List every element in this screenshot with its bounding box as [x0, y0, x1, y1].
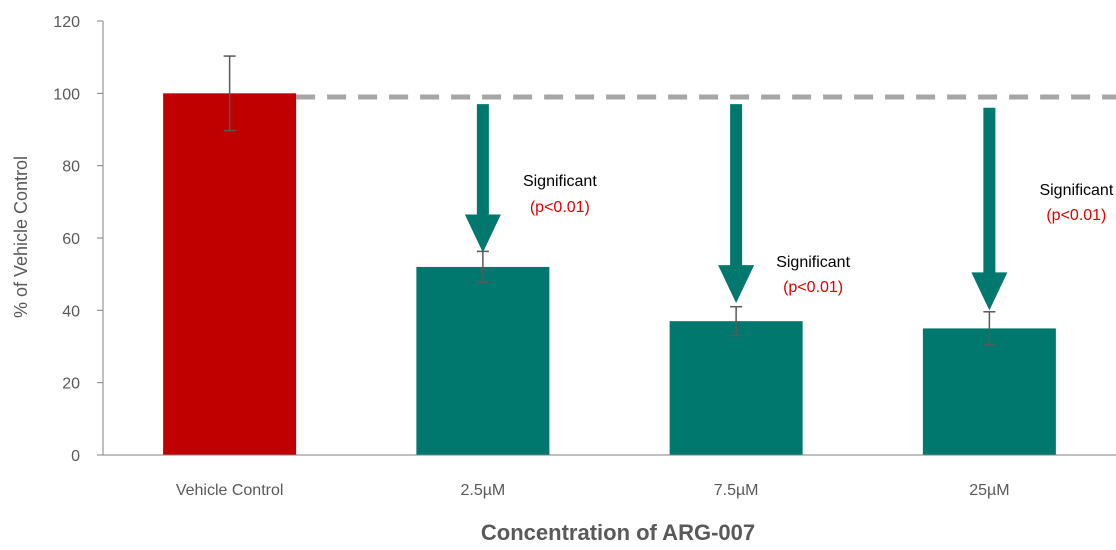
bar — [416, 266, 550, 455]
y-tick-label: 80 — [62, 159, 80, 176]
p-value-label: (p<0.01) — [783, 279, 843, 296]
y-tick-label: 40 — [62, 303, 80, 320]
significance-arrow — [464, 104, 501, 253]
axes-layer — [97, 20, 1116, 456]
labels-layer: 0 20 40 60 80 100 120 Vehicle Control 2.5µM 7.5µM… — [53, 14, 1114, 499]
y-tick-label: 20 — [62, 376, 80, 393]
y-tick-label: 60 — [62, 231, 80, 248]
bar — [669, 321, 803, 455]
p-value-label: (p<0.01) — [1046, 207, 1106, 224]
bar — [163, 93, 297, 455]
significance-label: Significant — [1039, 182, 1113, 199]
x-axis-title: Concentration of ARG-007 — [481, 520, 755, 545]
bars-layer — [163, 93, 1056, 455]
x-tick-label: Vehicle Control — [176, 482, 284, 499]
bar — [922, 328, 1056, 455]
x-tick-label: 25µM — [969, 482, 1009, 499]
significance-label: Significant — [776, 254, 850, 271]
y-tick-label: 0 — [71, 448, 80, 465]
y-tick-label: 120 — [53, 14, 80, 31]
arrows-layer — [464, 104, 1008, 311]
significance-label: Significant — [523, 173, 597, 190]
p-value-label: (p<0.01) — [530, 199, 590, 216]
y-tick-label: 100 — [53, 86, 80, 103]
significance-arrow — [718, 104, 755, 304]
x-tick-label: 7.5µM — [714, 482, 759, 499]
significance-arrow — [971, 107, 1008, 311]
x-tick-label: 2.5µM — [460, 482, 505, 499]
y-axis-title: % of Vehicle Control — [11, 156, 31, 318]
